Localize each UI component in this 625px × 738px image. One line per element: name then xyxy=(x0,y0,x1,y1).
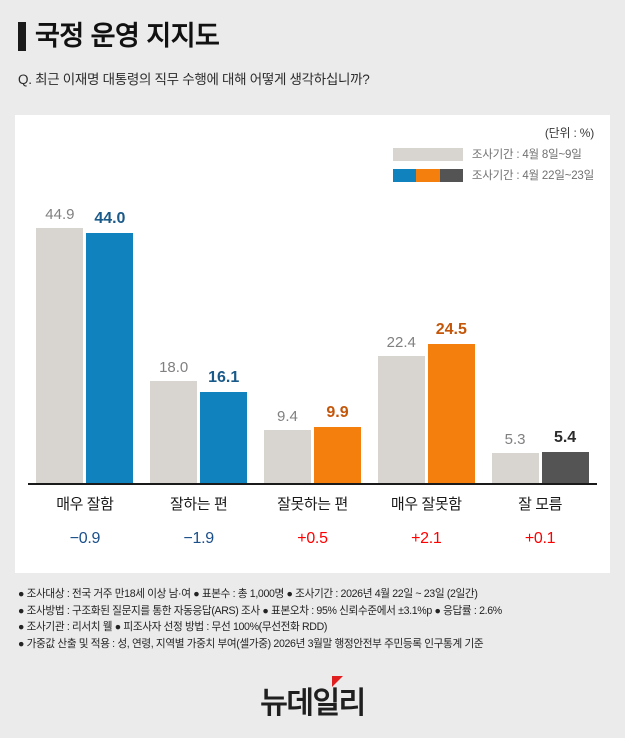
bar-value-current: 16.1 xyxy=(208,368,240,386)
bar-rect-previous xyxy=(150,380,198,483)
category-label: 잘하는 편 xyxy=(170,496,228,513)
delta-value: +0.1 xyxy=(524,530,556,547)
delta-value: −0.9 xyxy=(69,530,101,547)
bar-group: 44.9 44.0 xyxy=(29,175,141,483)
legend-label-previous: 조사기간 : 4월 8일~9일 xyxy=(471,149,582,161)
bar-group: 5.3 5.4 xyxy=(484,175,596,483)
bar-value-previous: 9.4 xyxy=(277,407,298,425)
bar-value-current: 5.4 xyxy=(553,429,577,447)
bar-rect-current xyxy=(541,452,589,483)
bar-chart-plot: 44.9 44.0 18.0 16.1 9.4 9.9 22.4 24.5 5.3 5.4 xyxy=(28,175,597,483)
page-header: 국정 운영 지지도 Q. 최근 이재명 대통령의 직무 수행에 대해 어떻게 생… xyxy=(0,0,625,88)
title-accent-bar xyxy=(18,22,26,51)
unit-note: (단위 : %) xyxy=(544,126,594,140)
page-title: 국정 운영 지지도 xyxy=(35,21,220,51)
bar-rect-previous xyxy=(263,429,311,483)
note-line: ● 조사방법 : 구조화된 질문지를 통한 자동응답(ARS) 조사 ● 표본오… xyxy=(18,604,502,617)
logo-triangle-accent xyxy=(331,676,343,687)
bar-value-previous: 5.3 xyxy=(504,430,526,448)
note-line: ● 조사대상 : 전국 거주 만18세 이상 남·여 ● 표본수 : 총 1,0… xyxy=(18,588,478,600)
legend-item-previous: 조사기간 : 4월 8일~9일 xyxy=(392,146,594,162)
delta-value: +0.5 xyxy=(297,530,328,547)
bar-group: 22.4 24.5 xyxy=(370,175,482,483)
bar-value-previous: 18.0 xyxy=(159,358,189,376)
logo-wordmark: 뉴데일리 xyxy=(260,687,366,720)
category-label: 잘못하는 편 xyxy=(277,496,348,513)
delta-value: +2.1 xyxy=(411,530,442,547)
bar-rect-current xyxy=(86,233,134,483)
bar-current[interactable]: 24.5 xyxy=(427,175,475,483)
bar-current[interactable]: 16.1 xyxy=(200,175,248,483)
category-label: 매우 잘못함 xyxy=(390,496,462,513)
chart-card: (단위 : %) 조사기간 : 4월 8일~9일 조사기간 : 4월 22일~2… xyxy=(15,115,610,573)
bar-rect-previous xyxy=(377,355,425,483)
bar-group: 18.0 16.1 xyxy=(143,175,255,483)
bar-previous[interactable]: 18.0 xyxy=(150,175,198,483)
bar-value-previous: 22.4 xyxy=(386,333,416,351)
legend-label-current: 조사기간 : 4월 22일~23일 xyxy=(471,170,594,182)
legend-swatch-previous xyxy=(392,147,463,161)
bar-rect-current xyxy=(200,391,248,483)
note-line: ● 조사기관 : 리서치 웰 ● 피조사자 선정 방법 : 무선 100%(무선… xyxy=(18,621,328,633)
x-axis-line xyxy=(28,483,597,485)
note-line: ● 가중값 산출 및 적용 : 성, 연령, 지역별 가중치 부여(셀가중) 2… xyxy=(18,637,484,650)
survey-question: Q. 최근 이재명 대통령의 직무 수행에 대해 어떻게 생각하십니까? xyxy=(18,72,370,87)
category-label: 잘 모름 xyxy=(518,496,563,513)
delta-values-row: −0.9 −1.9 +0.5 +2.1 +0.1 xyxy=(28,530,597,548)
bar-current[interactable]: 5.4 xyxy=(541,175,589,483)
bar-value-current: 44.0 xyxy=(94,210,126,228)
bar-previous[interactable]: 9.4 xyxy=(263,175,311,483)
bar-current[interactable]: 44.0 xyxy=(86,175,134,483)
bar-group: 9.4 9.9 xyxy=(256,175,368,483)
category-labels-row: 매우 잘함 잘하는 편 잘못하는 편 매우 잘못함 잘 모름 xyxy=(28,493,597,514)
bar-rect-previous xyxy=(36,227,84,483)
legend-swatch-current xyxy=(392,168,463,182)
bar-previous[interactable]: 22.4 xyxy=(377,175,425,483)
chart-legend: 조사기간 : 4월 8일~9일 조사기간 : 4월 22일~23일 xyxy=(392,146,594,183)
bar-value-current: 24.5 xyxy=(435,320,467,338)
legend-item-current: 조사기간 : 4월 22일~23일 xyxy=(392,167,594,183)
logo-text: 뉴데일리 xyxy=(260,676,366,722)
survey-methodology-notes: ● 조사대상 : 전국 거주 만18세 이상 남·여 ● 표본수 : 총 1,0… xyxy=(18,586,609,652)
bar-rect-current xyxy=(313,426,361,483)
bar-value-previous: 44.9 xyxy=(45,205,75,223)
bar-previous[interactable]: 44.9 xyxy=(36,175,84,483)
bar-current[interactable]: 9.9 xyxy=(313,175,361,483)
title-row: 국정 운영 지지도 xyxy=(18,22,625,51)
category-label: 매우 잘함 xyxy=(56,496,114,513)
bar-rect-previous xyxy=(491,452,539,483)
publisher-logo: 뉴데일리 xyxy=(0,676,625,722)
delta-value: −1.9 xyxy=(183,530,214,547)
bar-value-current: 9.9 xyxy=(326,403,349,421)
bar-previous[interactable]: 5.3 xyxy=(491,175,539,483)
bar-rect-current xyxy=(427,343,475,483)
